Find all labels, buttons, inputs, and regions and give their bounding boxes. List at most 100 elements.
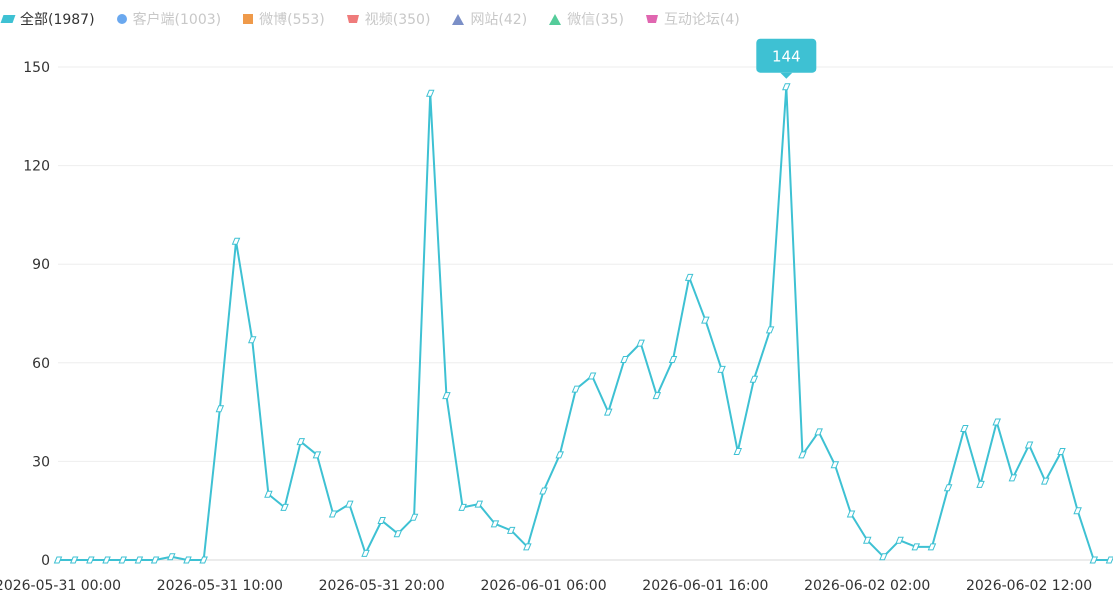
grid-lines <box>58 66 1113 561</box>
legend-item[interactable]: 全部(1987) <box>0 9 95 29</box>
legend-label: 视频(350) <box>364 12 431 28</box>
data-point-marker <box>539 487 548 495</box>
data-point-marker <box>150 556 160 564</box>
legend-label: 微博(553) <box>259 12 325 28</box>
trapezoid-icon <box>346 15 359 23</box>
data-point-marker <box>992 418 1001 426</box>
legend-label: 全部(1987) <box>20 12 95 28</box>
data-point-marker <box>862 536 872 544</box>
data-point-marker <box>53 556 63 564</box>
y-tick-label: 150 <box>23 60 50 76</box>
data-point-marker <box>701 316 710 324</box>
tooltip-pointer <box>780 72 793 79</box>
data-point-marker <box>167 553 176 561</box>
x-tick-label: 2026-05-31 20:00 <box>319 578 445 594</box>
data-point-marker <box>814 428 823 436</box>
data-point-marker <box>215 405 225 413</box>
tooltip-value: 144 <box>772 48 801 66</box>
data-point-marker <box>604 408 613 416</box>
x-tick-label: 2026-06-02 12:00 <box>966 578 1092 594</box>
data-point-marker <box>911 543 921 551</box>
data-point-marker <box>474 500 484 508</box>
data-point-marker <box>296 438 306 446</box>
data-point-marker <box>523 543 532 551</box>
x-tick-label: 2026-06-02 02:00 <box>804 578 930 594</box>
data-point-marker <box>976 480 985 488</box>
data-point-marker <box>102 556 111 564</box>
series-markers <box>53 83 1113 564</box>
data-point-marker <box>749 375 759 383</box>
data-point-marker <box>733 448 742 456</box>
data-point-marker <box>345 500 354 508</box>
legend-item[interactable]: 互动论坛(4) <box>645 9 740 29</box>
data-point-marker <box>636 339 645 347</box>
legend-item[interactable]: 微信(35) <box>549 9 624 29</box>
data-point-marker <box>684 273 694 281</box>
data-point-marker <box>506 526 516 534</box>
data-point-marker <box>1105 556 1113 564</box>
data-point-marker <box>943 484 953 492</box>
x-axis: 2026-05-31 00:00 2026-05-31 10:00 2026-05-… <box>0 578 1092 594</box>
legend-label: 互动论坛(4) <box>663 12 740 28</box>
data-point-marker <box>409 513 419 521</box>
data-point-marker <box>280 503 289 511</box>
y-tick-label: 90 <box>32 257 50 273</box>
x-tick-label: 2026-06-01 06:00 <box>480 578 606 594</box>
x-tick-label: 2026-05-31 00:00 <box>0 578 121 594</box>
data-point-marker <box>830 461 840 469</box>
data-point-marker <box>765 326 775 334</box>
data-point-marker <box>134 556 144 564</box>
tooltip-box <box>756 38 817 73</box>
data-point-marker <box>247 336 257 344</box>
triangle-icon <box>452 13 465 25</box>
legend-item[interactable]: 客户端(1003) <box>116 9 221 29</box>
y-tick-label: 60 <box>32 356 50 372</box>
y-tick-label: 30 <box>32 454 50 470</box>
data-point-marker <box>1024 441 1034 449</box>
data-point-marker <box>587 372 597 380</box>
data-point-marker <box>555 451 564 459</box>
data-point-marker <box>361 549 370 557</box>
data-point-marker <box>426 89 435 97</box>
y-tick-label: 0 <box>41 553 50 569</box>
data-point-marker <box>717 365 726 373</box>
data-point-marker <box>927 543 937 551</box>
data-point-marker <box>458 503 467 511</box>
data-point-marker <box>377 517 386 525</box>
data-point-marker <box>960 425 969 433</box>
x-tick-label: 2026-05-31 10:00 <box>157 578 283 594</box>
data-point-marker <box>1041 477 1050 485</box>
data-point-marker <box>620 356 629 364</box>
data-point-marker <box>782 83 791 91</box>
legend-label: 微信(35) <box>567 12 624 28</box>
data-point-marker <box>846 510 856 518</box>
x-tick-label: 2026-06-01 16:00 <box>642 578 768 594</box>
data-point-marker <box>1089 556 1099 564</box>
triangle-icon <box>549 13 562 25</box>
legend-item[interactable]: 视频(350) <box>346 9 431 29</box>
chart-legend: 全部(1987) 客户端(1003) 微博(553) 视频(350) 网站(42) 微信(… <box>0 8 762 30</box>
tooltip: 144 <box>756 38 817 79</box>
data-point-marker <box>798 451 807 459</box>
data-point-marker <box>199 556 208 564</box>
data-point-marker <box>183 556 192 564</box>
data-point-marker <box>652 392 662 400</box>
y-tick-label: 120 <box>23 159 50 175</box>
legend-label: 网站(42) <box>470 12 528 28</box>
legend-item[interactable]: 微博(553) <box>243 9 325 29</box>
data-point-marker <box>490 520 500 528</box>
data-point-marker <box>1057 448 1066 456</box>
data-point-marker <box>393 530 403 538</box>
data-point-marker <box>264 490 273 498</box>
data-point-marker <box>86 556 95 564</box>
data-point-marker <box>312 451 322 459</box>
series-line-path <box>58 85 1110 561</box>
trapezoid-icon <box>645 15 658 23</box>
data-point-marker <box>879 553 888 561</box>
data-point-marker <box>1008 474 1018 482</box>
data-point-marker <box>69 556 79 564</box>
y-axis: 0 30 60 90 120 150 <box>23 60 50 569</box>
legend-item[interactable]: 网站(42) <box>452 9 527 29</box>
data-point-marker <box>668 356 678 364</box>
